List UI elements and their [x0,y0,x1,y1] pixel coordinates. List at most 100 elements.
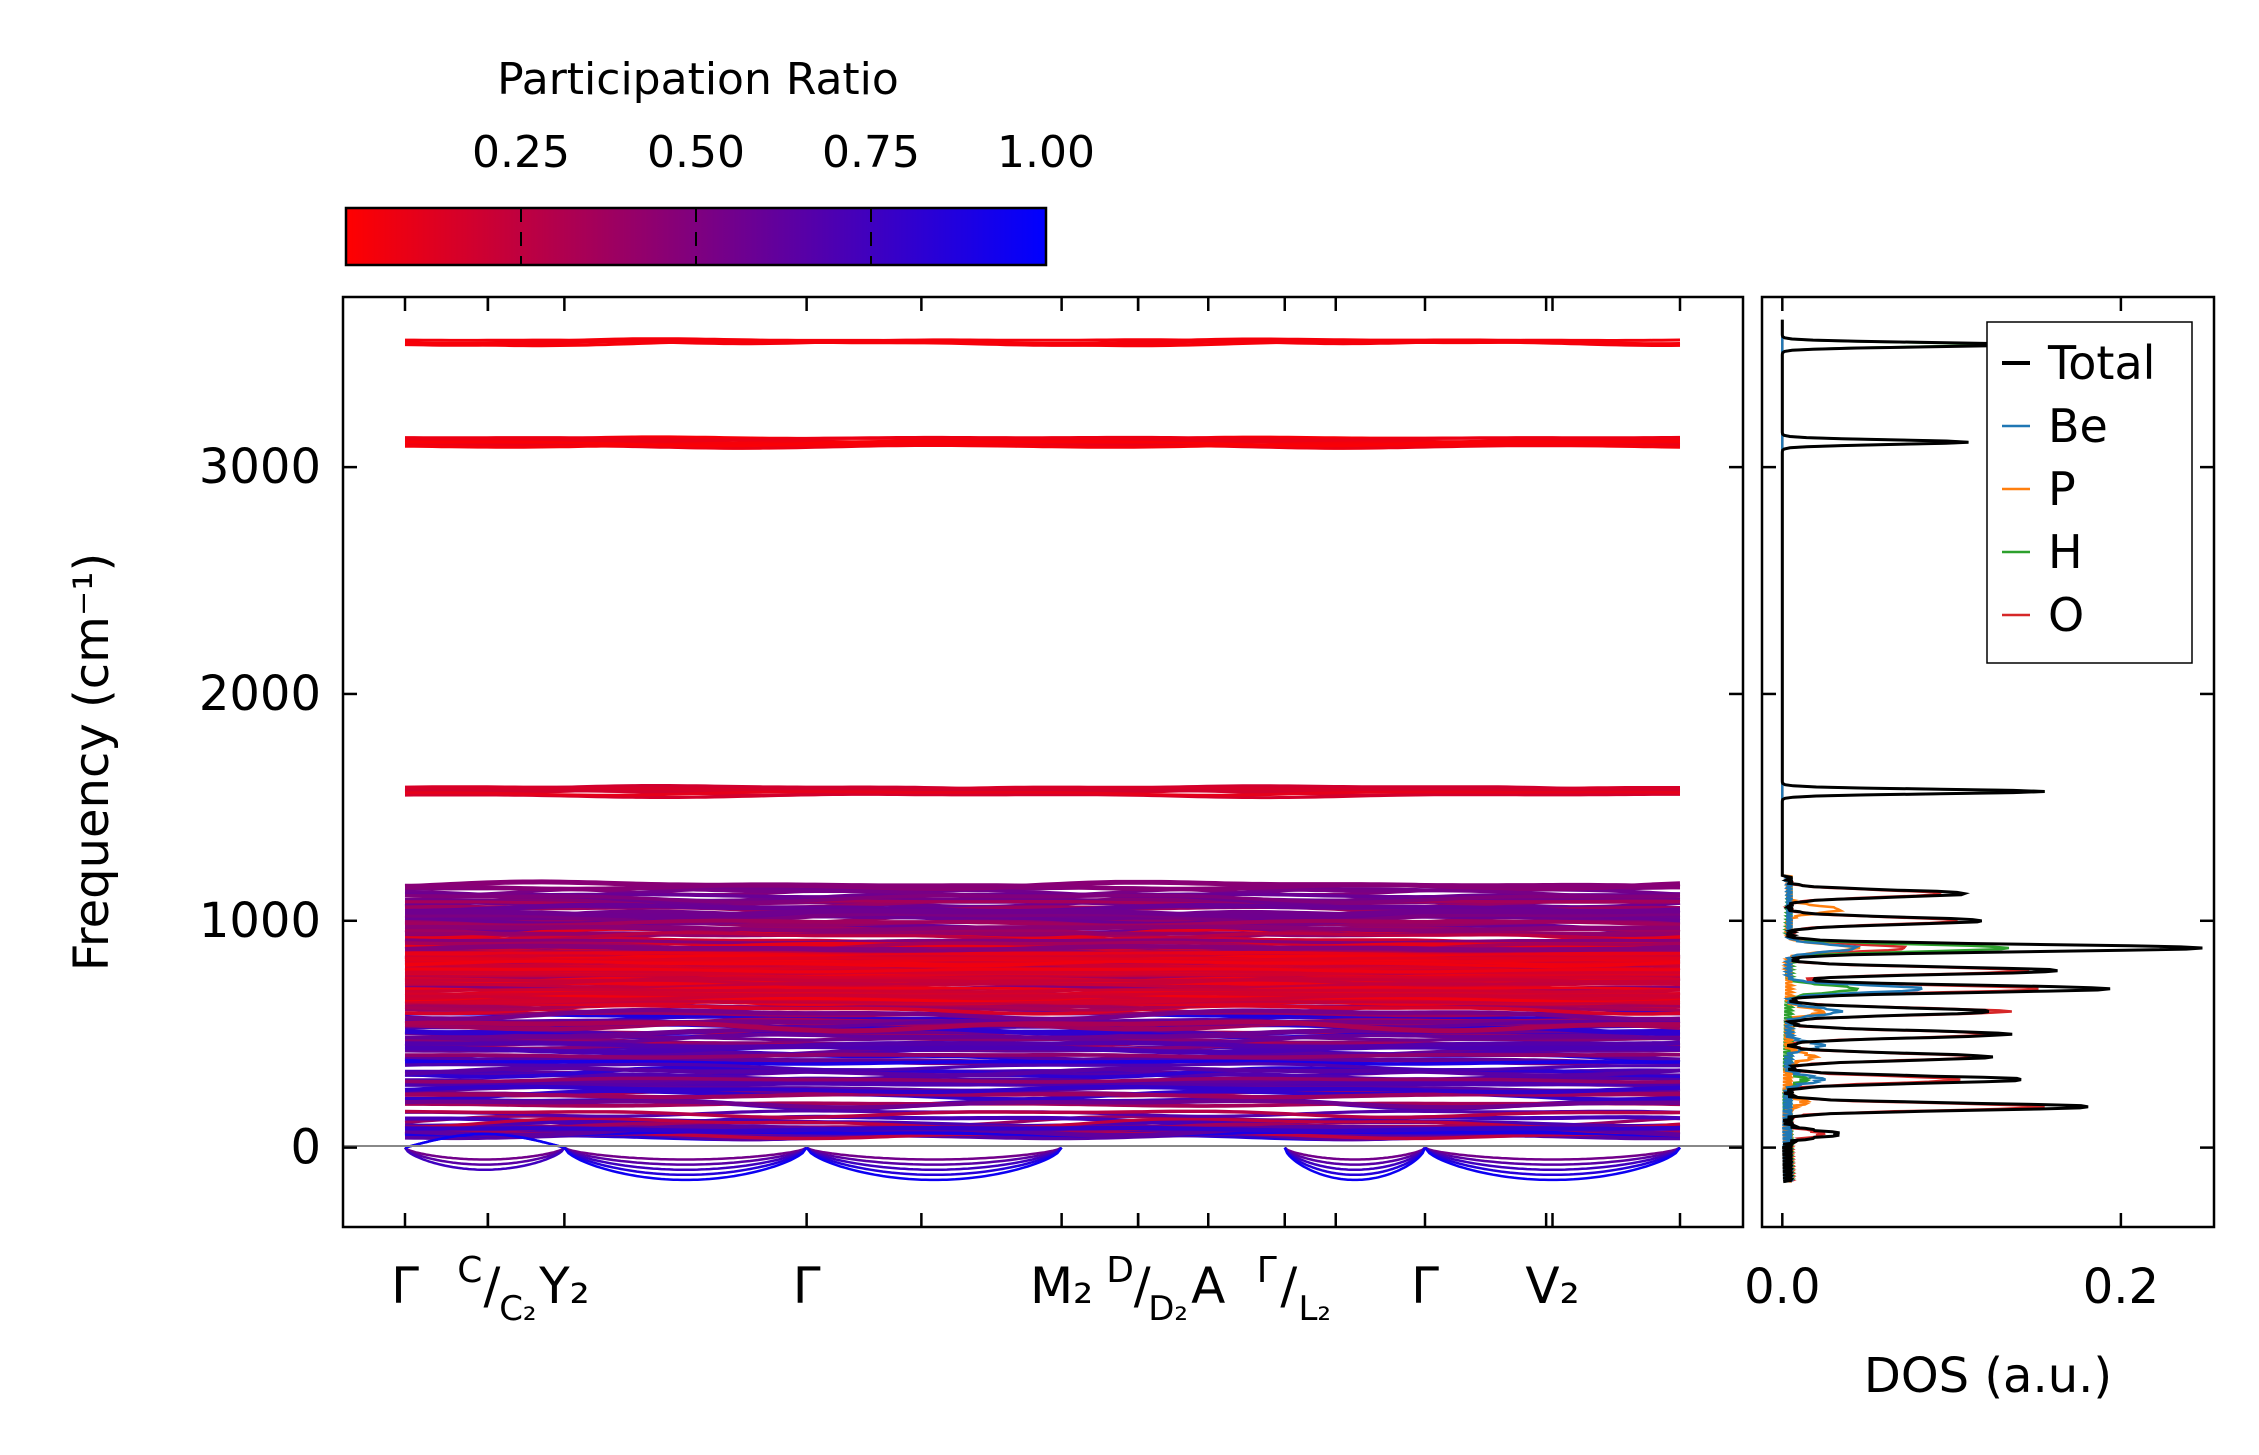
phonon-band [404,1076,1681,1084]
path-label-slash: / [1280,1257,1297,1315]
phonon-band [405,1059,1681,1066]
band-axes-frame [341,295,1745,1229]
acoustic-branch [805,1146,1063,1171]
dos-panel: 0.0 0.2 DOS (a.u.) Total Be PHO [1729,295,2216,1404]
dos-x-tick-label: 0.0 [1744,1259,1820,1315]
phonon-band [404,1032,1681,1045]
colorbar: Participation Ratio 0.25 0.50 0.75 1.00 [344,54,1095,267]
phonon-band [404,977,1681,987]
dos-x-tick-label: 0.2 [2083,1259,2159,1315]
dos-ticks: 0.0 0.2 [1729,297,2214,1315]
colorbar-tick-label: 1.00 [997,127,1095,178]
acoustic-branch [1283,1146,1426,1166]
y-tick-label: 1000 [199,893,321,949]
acoustic-branch [404,1132,565,1149]
phonon-band [404,938,1680,945]
phonon-band [404,443,1681,449]
phonon-band [405,338,1681,346]
legend-label-total: Total [2047,336,2155,390]
acoustic-branch [1424,1146,1681,1161]
acoustic-branch [1424,1146,1681,1177]
legend-items: Total Be PHO [2002,336,2155,642]
acoustic-branch [1283,1147,1427,1182]
dos-axes-frame [1760,295,2216,1229]
phonon-band [404,1062,1680,1072]
phonon-band [404,1098,1680,1110]
acoustic-branch [805,1146,1063,1182]
acoustic-branch [1283,1146,1426,1161]
band-y-ticks: 0 1000 2000 3000 [199,439,357,1176]
acoustic-branch [404,1146,566,1161]
path-label-denominator: L₂ [1298,1289,1331,1329]
path-label-slash: / [483,1257,500,1315]
dos-series-total [1780,319,2203,1184]
phonon-band [404,943,1681,954]
acoustic-branch [1424,1146,1681,1166]
phonon-band [404,1040,1681,1050]
phonon-band [404,893,1681,904]
y-tick-label: 0 [290,1120,321,1176]
acoustic-branch [805,1146,1063,1177]
legend-box [1986,321,2193,664]
phonon-band [404,1066,1681,1078]
phonon-band [405,908,1681,919]
y-tick-label: 3000 [199,439,321,495]
phonon-band [404,918,1681,928]
colorbar-tick-labels: 0.25 0.50 0.75 1.00 [472,127,1095,178]
path-label-fraction: D/D₂ [1106,1250,1188,1329]
path-label: V₂ [1525,1257,1579,1315]
phonon-band [404,987,1681,994]
phonon-band [405,956,1681,962]
phonon-band [404,1125,1681,1134]
dos-x-axis-label: DOS (a.u.) [1864,1348,2112,1404]
acoustic-branch [563,1146,808,1182]
phonon-band [404,1084,1681,1095]
band-y-axis-label: Frequency (cm⁻¹) [64,553,120,971]
path-label: Γ [391,1257,419,1315]
path-label-numerator: Γ [1257,1250,1277,1291]
phonon-band [404,1019,1681,1034]
acoustic-branch [563,1146,808,1166]
colorbar-tick-label: 0.25 [472,127,570,178]
phonon-band [405,790,1681,797]
colorbar-title: Participation Ratio [497,54,899,105]
acoustic-branch [1283,1146,1427,1171]
legend-label-h: H [2048,525,2083,579]
path-label-fraction: Γ / L₂ [1257,1250,1331,1329]
colorbar-ticks [520,208,872,265]
band-path-labels: Γ C/C₂ Y₂ Γ M₂ D/D₂ A Γ / L₂ Γ V₂ [391,1250,1580,1329]
acoustic-branch [563,1146,808,1161]
path-label: Γ [1411,1257,1439,1315]
acoustic-branch [806,1146,1063,1161]
phonon-band [404,1007,1681,1022]
acoustic-branch [1283,1147,1427,1177]
acoustic-branch [563,1146,808,1177]
path-label-fraction: C/C₂ [457,1250,536,1329]
dos-legend: Total Be PHO [1986,321,2193,664]
dos-lines [1780,319,2203,1184]
path-label-denominator: D₂ [1148,1289,1188,1329]
legend-label-o: O [2048,588,2084,642]
path-label-numerator: D [1106,1250,1134,1291]
path-label-denominator: C₂ [499,1289,536,1329]
band-lines [403,337,1681,1182]
acoustic-branch [563,1146,808,1171]
path-label: M₂ [1030,1257,1093,1315]
phonon-band [404,911,1681,926]
path-label: A [1191,1257,1225,1315]
phonon-band [405,1091,1680,1100]
legend-label-p: P [2048,462,2076,516]
phonon-band [405,1044,1681,1055]
phonon-band [404,940,1681,953]
path-label-slash: / [1134,1257,1151,1315]
phonon-band [405,1052,1680,1060]
phonon-band [405,436,1680,443]
acoustic-branch [403,1146,566,1171]
phonon-band [404,959,1681,968]
phonon-band [405,439,1681,448]
acoustic-branch [1424,1146,1681,1171]
acoustic-branch [404,1146,566,1166]
y-tick-label: 2000 [199,666,321,722]
phonon-band [405,882,1681,892]
